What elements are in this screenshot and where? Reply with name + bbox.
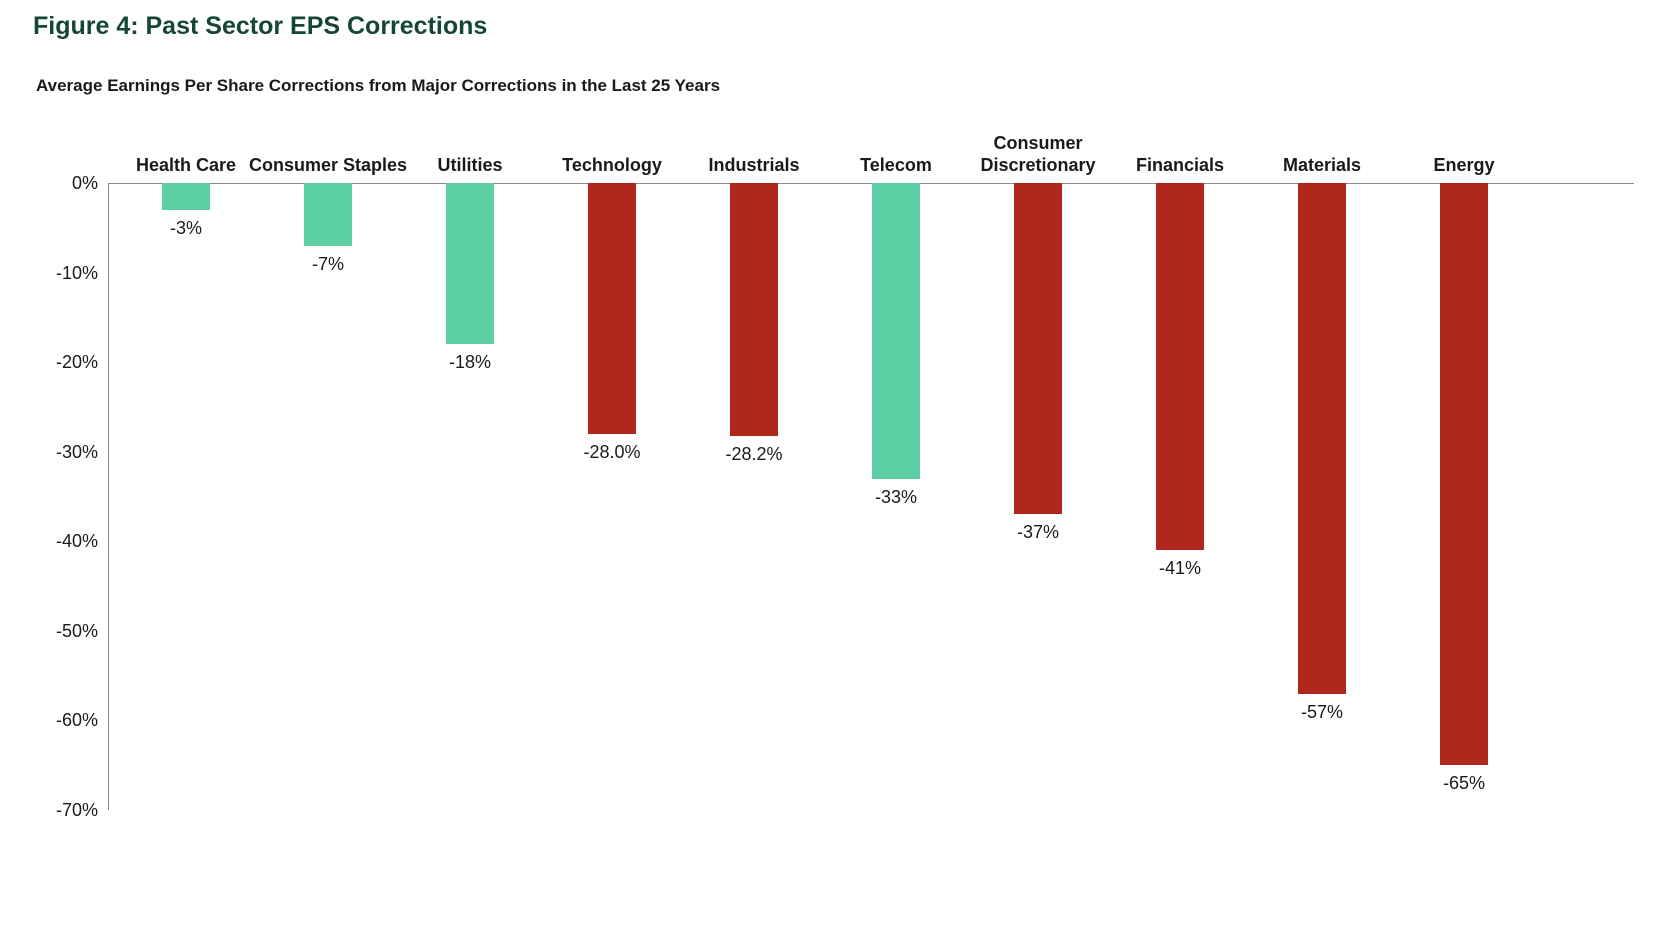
value-label: -65%	[1442, 773, 1486, 793]
category-label: Utilities	[437, 155, 503, 175]
chart-subtitle: Average Earnings Per Share Corrections f…	[36, 76, 721, 95]
bar-column: Technology -28.0%	[541, 110, 683, 870]
bar	[304, 183, 352, 246]
category-label: Telecom	[860, 155, 932, 175]
y-tick-label: -30%	[55, 441, 98, 462]
bar	[1440, 183, 1488, 765]
bar	[162, 183, 210, 210]
bar-column: Consumer Staples -7%	[249, 110, 407, 870]
y-tick-label: -50%	[55, 620, 98, 641]
bar-column: Industrials -28.2%	[683, 110, 825, 870]
category-label: Industrials	[708, 155, 800, 175]
y-tick-label: -60%	[55, 710, 98, 731]
value-label: -18%	[448, 352, 492, 372]
y-tick-label: -70%	[55, 800, 98, 820]
category-label: Technology	[562, 155, 662, 175]
y-tick-label: 0%	[71, 173, 98, 193]
bar-column: Materials -57%	[1251, 110, 1393, 870]
value-label: -37%	[1016, 522, 1060, 542]
category-label: Consumer Staples	[248, 155, 408, 175]
bar	[730, 183, 778, 436]
y-tick-label: -20%	[55, 352, 98, 373]
category-label: Consumer Discretionary	[980, 133, 1096, 175]
value-label: -28.2%	[725, 444, 783, 464]
y-tick-label: -40%	[55, 531, 98, 552]
bar-column: Utilities -18%	[399, 110, 541, 870]
figure-title: Figure 4: Past Sector EPS Corrections	[33, 12, 488, 40]
bar	[588, 183, 636, 434]
bar-column: Consumer Discretionary -37%	[967, 110, 1109, 870]
bar	[1014, 183, 1062, 514]
value-label: -3%	[169, 218, 202, 238]
y-axis-line	[108, 183, 109, 810]
value-label: -33%	[874, 487, 918, 507]
category-label: Materials	[1282, 155, 1362, 175]
bar-column: Health Care -3%	[115, 110, 257, 870]
bar	[1156, 183, 1204, 550]
value-label: -28.0%	[583, 442, 641, 462]
zero-axis-line	[108, 183, 1634, 184]
category-label: Health Care	[135, 155, 237, 175]
bar	[1298, 183, 1346, 694]
value-label: -41%	[1158, 558, 1202, 578]
bar-column: Telecom -33%	[825, 110, 967, 870]
value-label: -57%	[1300, 702, 1344, 722]
category-label: Financials	[1135, 155, 1225, 175]
bar-column: Energy -65%	[1393, 110, 1535, 870]
bar-column: Financials -41%	[1109, 110, 1251, 870]
y-tick-label: -10%	[55, 262, 98, 283]
bar	[446, 183, 494, 344]
bar	[872, 183, 920, 479]
value-label: -7%	[311, 254, 344, 274]
category-label: Energy	[1433, 155, 1495, 175]
